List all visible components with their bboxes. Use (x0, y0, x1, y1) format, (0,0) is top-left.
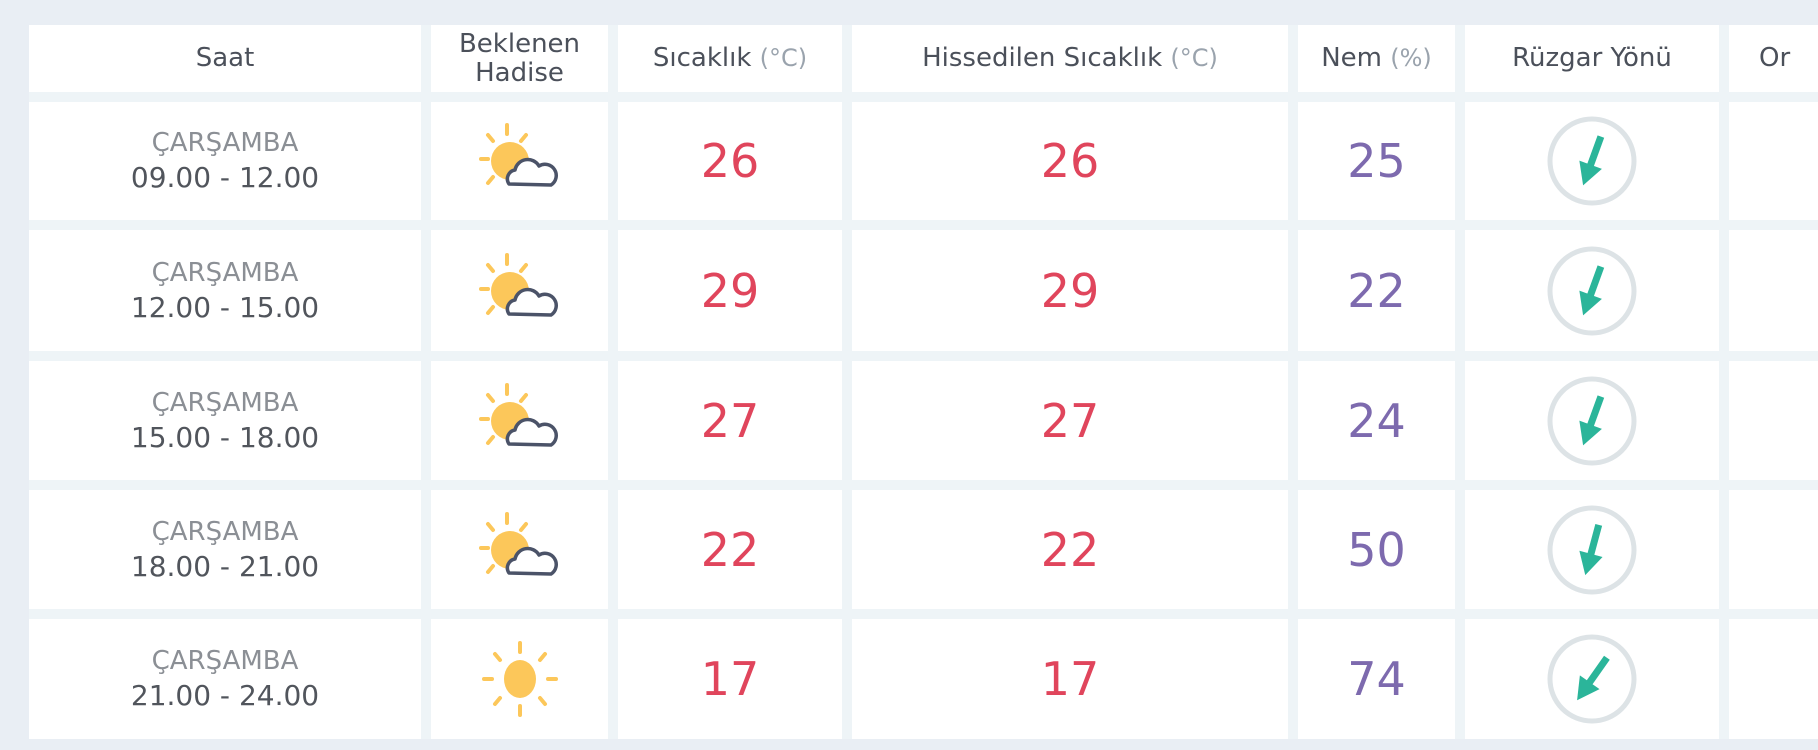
feels-like-value: 26 (852, 102, 1288, 220)
header-next: Or (1729, 25, 1818, 92)
wind-cell (1465, 102, 1719, 220)
temperature-value: 17 (618, 619, 842, 739)
header-label: Saat (195, 43, 255, 73)
temperature-value: 27 (618, 361, 842, 480)
feels-like-value: 17 (852, 619, 1288, 739)
header-unit: (°C) (759, 44, 808, 72)
time-cell: ÇARŞAMBA 15.00 - 18.00 (29, 361, 421, 480)
forecast-grid: Saat Beklenen Hadise Sıcaklık (°C) Hissed… (29, 25, 1818, 739)
wind-cell (1465, 230, 1719, 351)
time-cell: ÇARŞAMBA 12.00 - 15.00 (29, 230, 421, 351)
humidity-value: 24 (1298, 361, 1455, 480)
partly-cloudy-icon (431, 230, 608, 351)
wind-direction-icon (1547, 634, 1637, 724)
header-saat: Saat (29, 25, 421, 92)
day-label: ÇARŞAMBA (151, 646, 299, 676)
header-hissedilen: Hissedilen Sıcaklık (°C) (852, 25, 1288, 92)
header-label: Beklenen (458, 28, 581, 59)
header-label: Hadise (475, 57, 564, 88)
header-unit: (°C) (1170, 44, 1218, 72)
temperature-value: 26 (618, 102, 842, 220)
humidity-value: 74 (1298, 619, 1455, 739)
humidity-value: 25 (1298, 102, 1455, 220)
day-label: ÇARŞAMBA (151, 128, 299, 158)
wind-cell (1465, 361, 1719, 480)
time-range: 15.00 - 18.00 (130, 420, 320, 454)
humidity-value: 50 (1298, 490, 1455, 609)
temperature-value: 29 (618, 230, 842, 351)
header-label: Sıcaklık (652, 43, 752, 73)
partly-cloudy-icon (431, 490, 608, 609)
time-cell: ÇARŞAMBA 09.00 - 12.00 (29, 102, 421, 220)
header-unit: (%) (1390, 44, 1432, 72)
partly-cloudy-icon (431, 361, 608, 480)
next-column-cell (1729, 361, 1818, 480)
header-ruzgar: Rüzgar Yönü (1465, 25, 1719, 92)
time-range: 21.00 - 24.00 (130, 679, 320, 712)
header-nem: Nem (%) (1298, 25, 1455, 92)
header-label: Or (1759, 43, 1791, 73)
wind-direction-icon (1547, 246, 1637, 335)
day-label: ÇARŞAMBA (151, 387, 299, 418)
time-range: 12.00 - 15.00 (130, 290, 320, 324)
day-label: ÇARŞAMBA (151, 516, 299, 547)
feels-like-value: 29 (852, 230, 1288, 351)
next-column-cell (1729, 490, 1818, 609)
day-label: ÇARŞAMBA (151, 257, 299, 288)
header-sicaklik: Sıcaklık (°C) (618, 25, 842, 92)
header-hadise: Beklenen Hadise (431, 25, 608, 92)
feels-like-value: 27 (852, 361, 1288, 480)
time-range: 09.00 - 12.00 (130, 161, 320, 194)
next-column-cell (1729, 102, 1818, 220)
header-label: Rüzgar Yönü (1512, 43, 1672, 73)
temperature-value: 22 (618, 490, 842, 609)
wind-direction-icon (1547, 376, 1637, 465)
next-column-cell (1729, 619, 1818, 739)
wind-direction-icon (1547, 505, 1637, 594)
sun-icon (431, 619, 608, 739)
wind-cell (1465, 619, 1719, 739)
humidity-value: 22 (1298, 230, 1455, 351)
header-label: Nem (1321, 43, 1382, 73)
time-range: 18.00 - 21.00 (130, 549, 320, 583)
header-label: Hissedilen Sıcaklık (922, 43, 1163, 73)
wind-cell (1465, 490, 1719, 609)
partly-cloudy-icon (431, 102, 608, 220)
feels-like-value: 22 (852, 490, 1288, 609)
next-column-cell (1729, 230, 1818, 351)
wind-direction-icon (1547, 116, 1637, 206)
time-cell: ÇARŞAMBA 21.00 - 24.00 (29, 619, 421, 739)
time-cell: ÇARŞAMBA 18.00 - 21.00 (29, 490, 421, 609)
